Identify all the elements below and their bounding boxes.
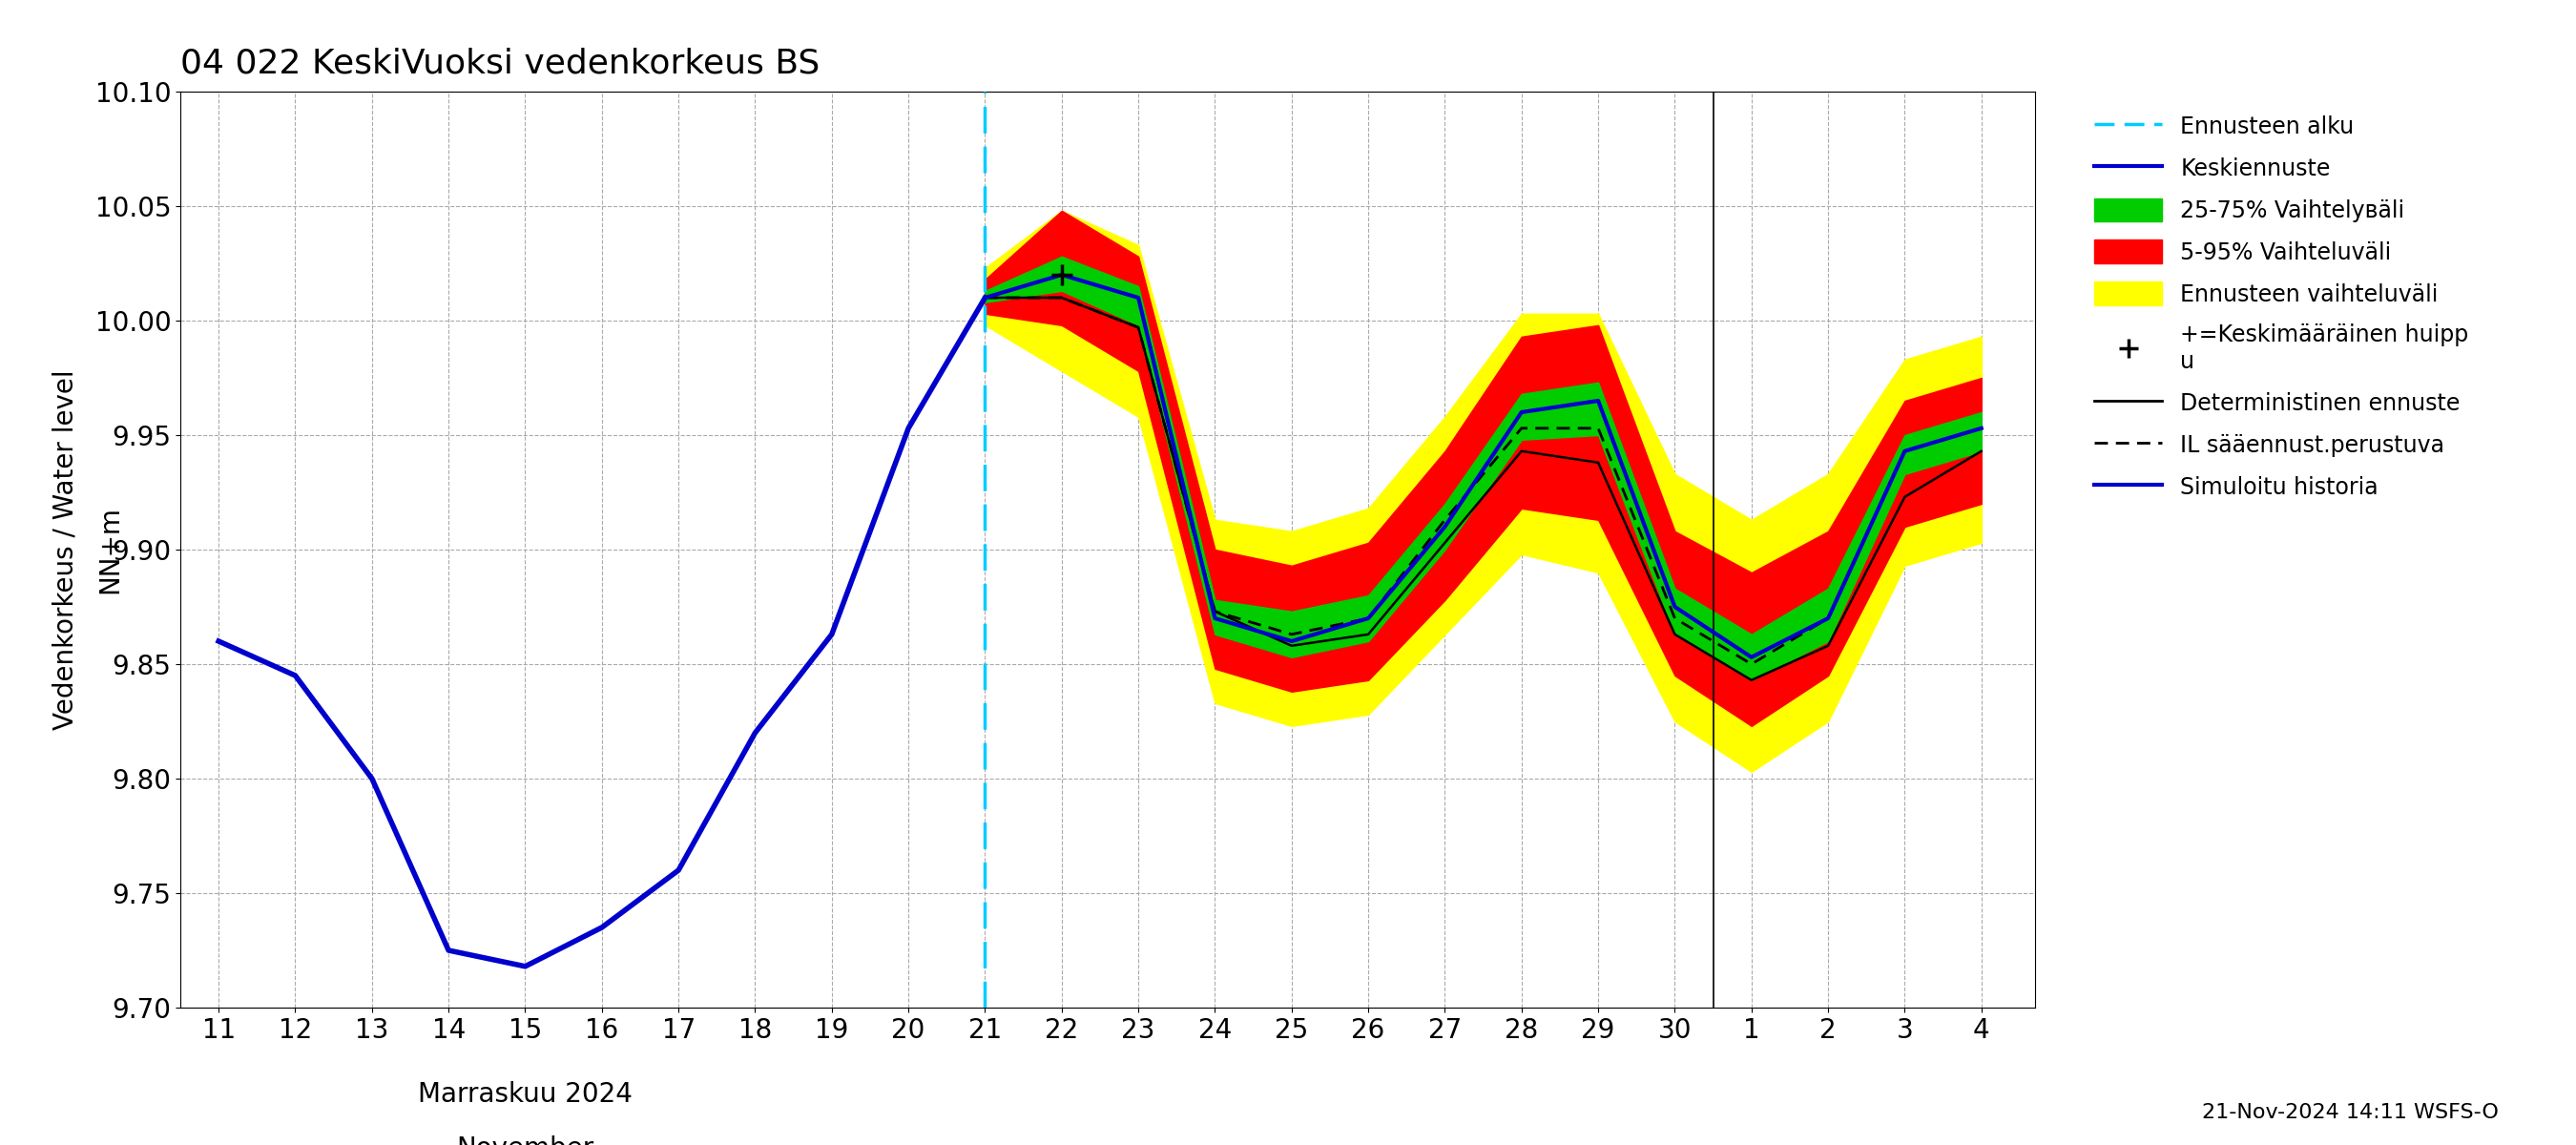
- Legend: Ennusteen alku, Keskiennuste, 25-75% Vaihtelувäli, 5-95% Vaihteluväli, Ennusteen: Ennusteen alku, Keskiennuste, 25-75% Vai…: [2084, 103, 2481, 511]
- Text: 04 022 KeskiVuoksi vedenkorkeus BS: 04 022 KeskiVuoksi vedenkorkeus BS: [180, 47, 819, 80]
- Text: NN+m: NN+m: [95, 506, 124, 593]
- Text: November: November: [456, 1136, 595, 1145]
- Text: Vedenkorkeus / Water level: Vedenkorkeus / Water level: [52, 370, 80, 729]
- Text: Marraskuu 2024: Marraskuu 2024: [417, 1081, 634, 1107]
- Text: 21-Nov-2024 14:11 WSFS-O: 21-Nov-2024 14:11 WSFS-O: [2202, 1103, 2499, 1122]
